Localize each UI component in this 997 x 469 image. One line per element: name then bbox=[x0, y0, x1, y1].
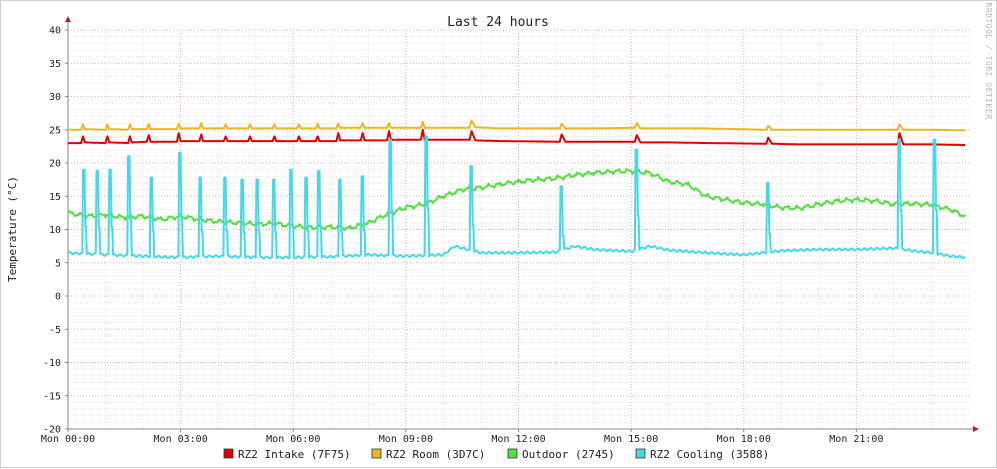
legend-item: Outdoor (2745) bbox=[507, 448, 615, 461]
series-layer bbox=[67, 119, 966, 260]
series-line-2 bbox=[67, 168, 966, 232]
series-line-1 bbox=[68, 119, 966, 132]
grid bbox=[67, 29, 969, 430]
y-tick-label: 0 bbox=[55, 292, 61, 303]
y-tick-label: 15 bbox=[49, 192, 61, 203]
legend-swatch bbox=[507, 448, 518, 459]
y-tick-label: 25 bbox=[49, 125, 61, 136]
legend-item: RZ2 Intake (7F75) bbox=[223, 448, 351, 461]
y-axis-label: Temperature (°C) bbox=[6, 176, 19, 282]
series-line-3 bbox=[67, 135, 966, 260]
x-tick-label: Mon 03:00 bbox=[154, 434, 208, 445]
watermark: RRDTOOL / TOBI OETIKER bbox=[984, 3, 993, 120]
legend-item: RZ2 Cooling (3588) bbox=[635, 448, 769, 461]
y-tick-label: -20 bbox=[43, 425, 61, 436]
y-tick-label: 30 bbox=[49, 92, 61, 103]
legend-label: RZ2 Intake (7F75) bbox=[238, 448, 351, 461]
legend-swatch bbox=[223, 448, 234, 459]
x-tick-label: Mon 12:00 bbox=[491, 434, 545, 445]
legend-swatch bbox=[635, 448, 646, 459]
legend-label: RZ2 Cooling (3588) bbox=[650, 448, 769, 461]
x-tick-label: Mon 06:00 bbox=[266, 434, 320, 445]
y-tick-label: 40 bbox=[49, 26, 61, 37]
x-axis-arrow bbox=[973, 426, 979, 432]
legend-label: RZ2 Room (3D7C) bbox=[386, 448, 485, 461]
y-tick-label: 10 bbox=[49, 225, 61, 236]
x-tick-label: Mon 15:00 bbox=[604, 434, 658, 445]
chart-title: Last 24 hours bbox=[447, 15, 549, 30]
x-tick-label: Mon 09:00 bbox=[379, 434, 433, 445]
y-axis-arrow bbox=[65, 16, 71, 22]
legend-swatch bbox=[371, 448, 382, 459]
legend: RZ2 Intake (7F75) RZ2 Room (3D7C) Outdoor … bbox=[223, 448, 769, 461]
y-tick-label: 35 bbox=[49, 59, 61, 70]
x-tick-label: Mon 18:00 bbox=[717, 434, 771, 445]
series-line-0 bbox=[68, 128, 966, 146]
y-tick-label: -15 bbox=[43, 391, 61, 402]
legend-label: Outdoor (2745) bbox=[522, 448, 615, 461]
x-tick-label: Mon 21:00 bbox=[829, 434, 883, 445]
y-tick-label: 5 bbox=[55, 258, 61, 269]
legend-item: RZ2 Room (3D7C) bbox=[371, 448, 485, 461]
x-tick-label: Mon 00:00 bbox=[41, 434, 95, 445]
y-tick-label: -5 bbox=[49, 325, 61, 336]
y-tick-label: -10 bbox=[43, 358, 61, 369]
y-tick-label: 20 bbox=[49, 159, 61, 170]
